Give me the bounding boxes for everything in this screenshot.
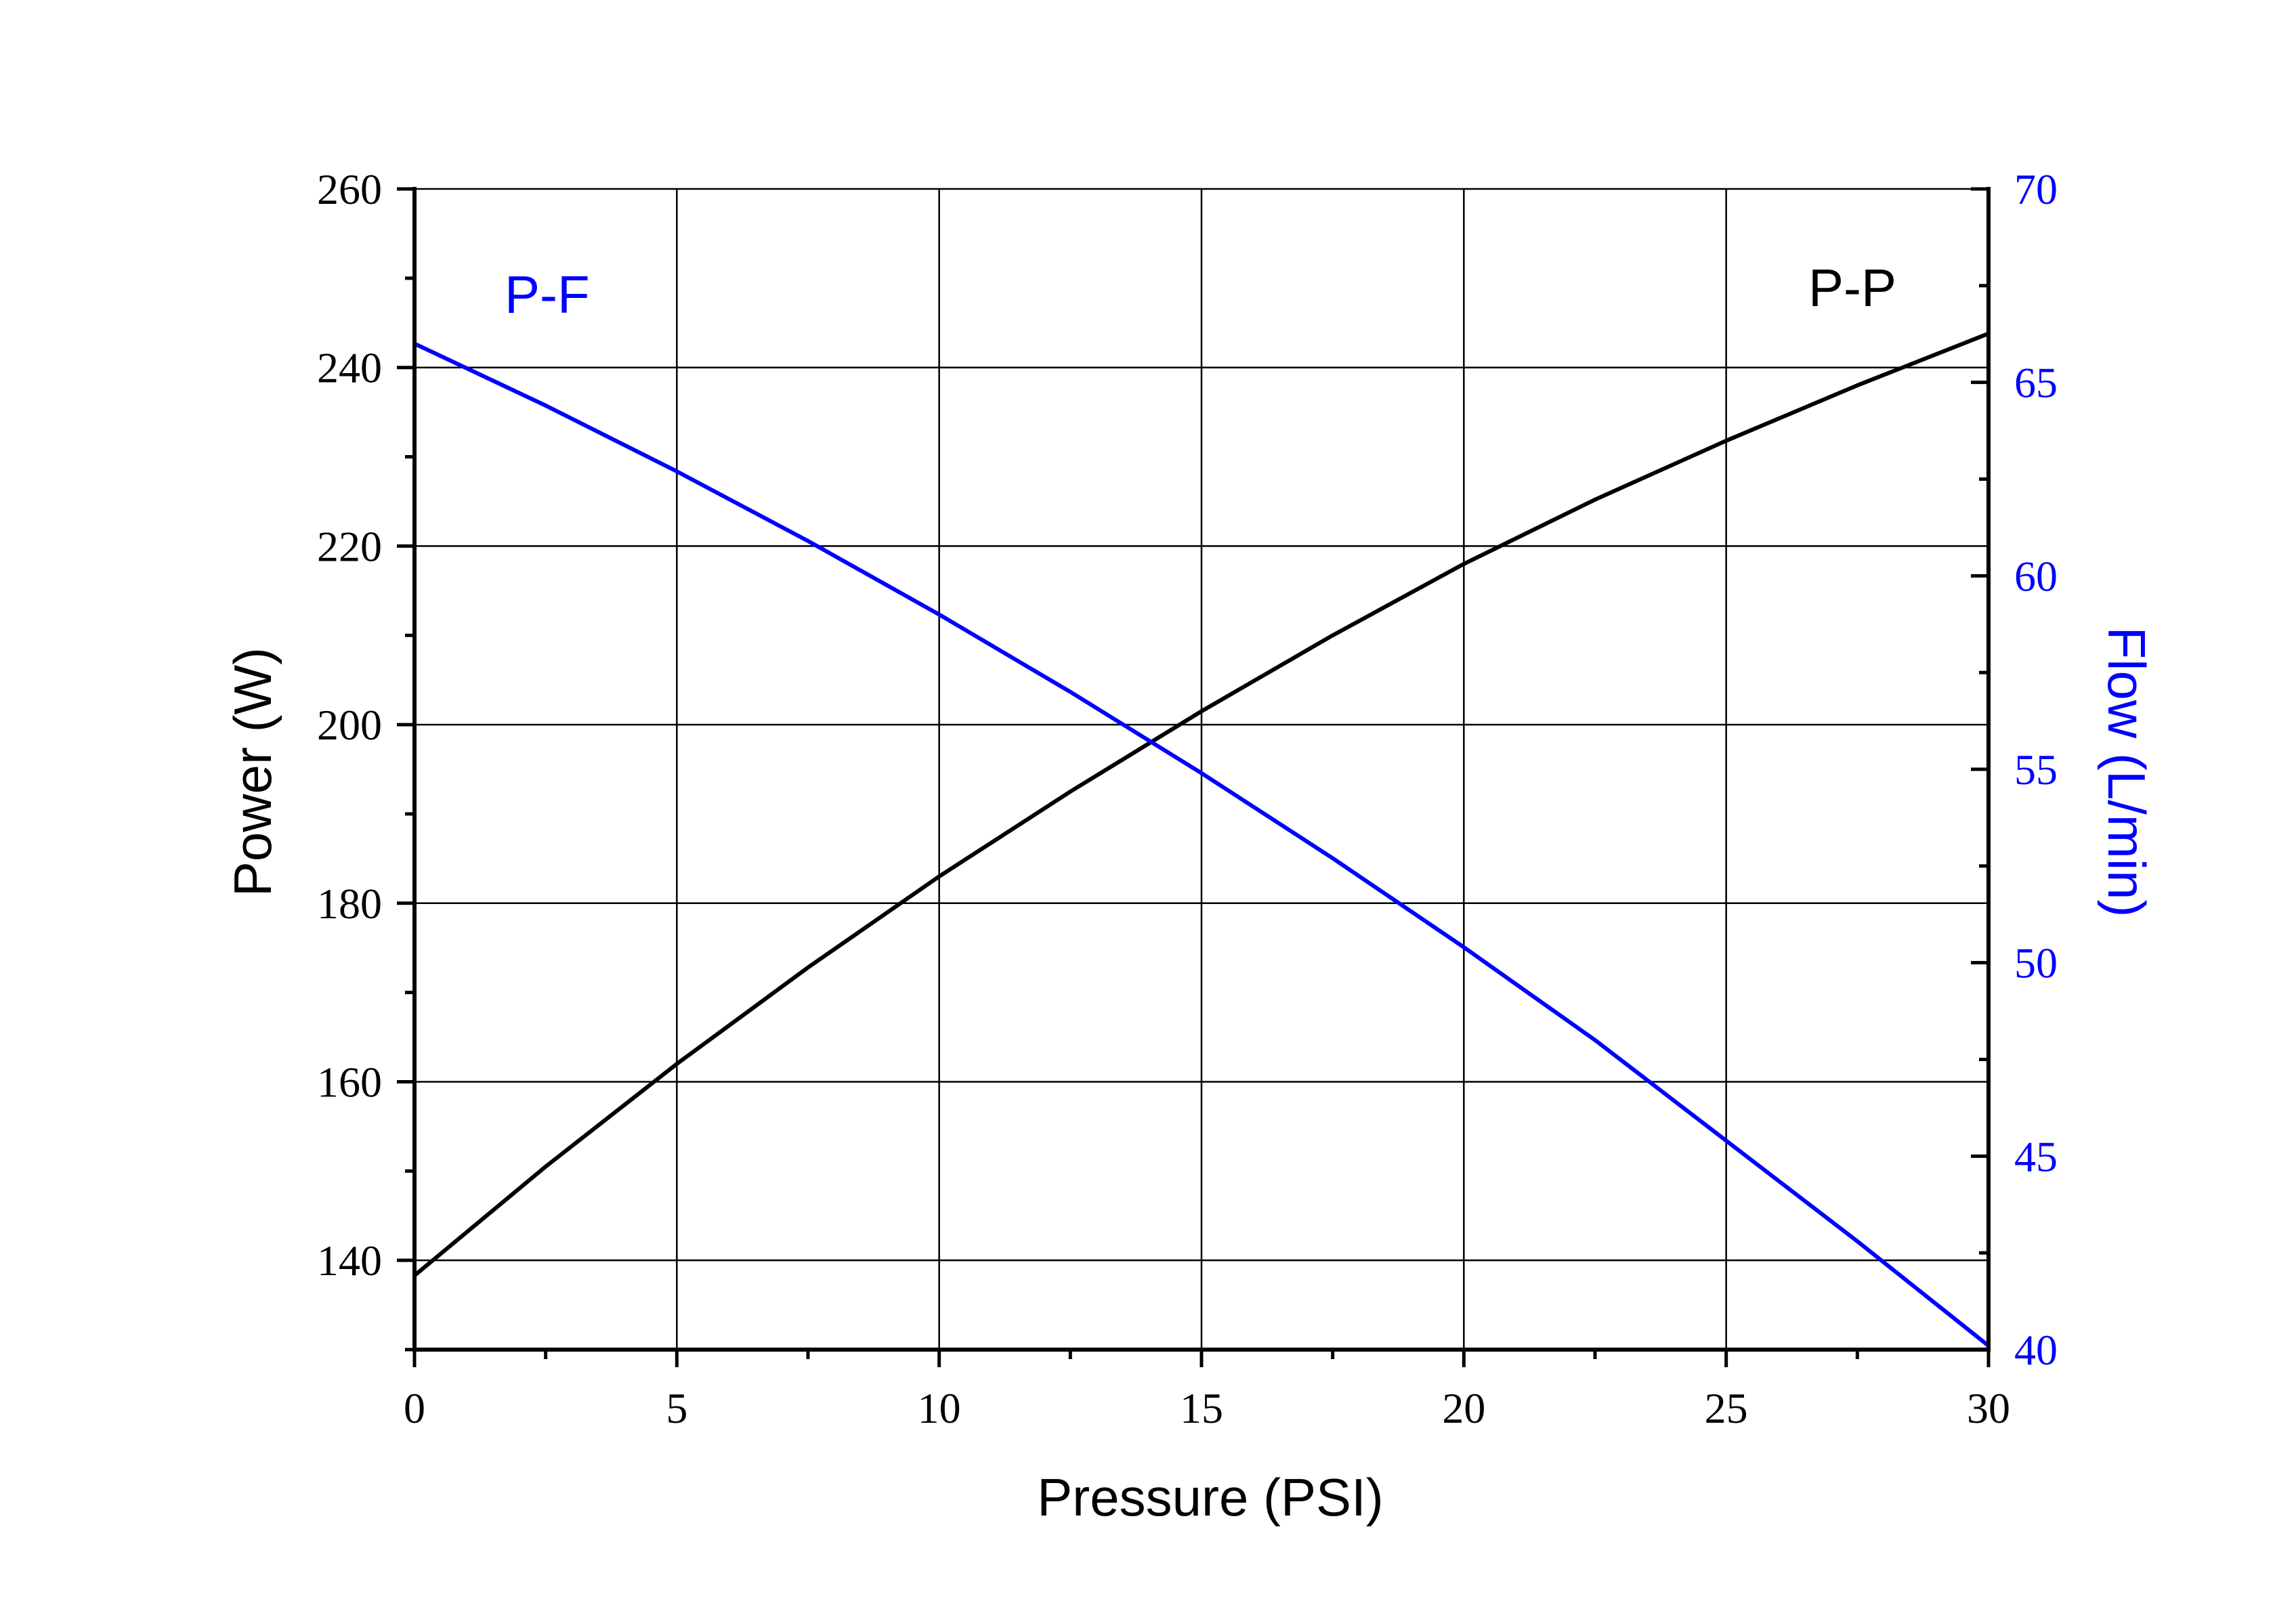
x-tick-label: 15 (1180, 1384, 1223, 1432)
x-tick-label: 25 (1705, 1384, 1748, 1432)
x-tick-label: 0 (404, 1384, 425, 1432)
x-tick-label: 10 (918, 1384, 961, 1432)
tick-marks (397, 187, 1991, 1367)
x-tick-label: 5 (666, 1384, 687, 1432)
y-left-tick-label: 240 (317, 344, 382, 392)
y-right-tick-label: 50 (2014, 939, 2058, 987)
y-right-tick-label: 45 (2014, 1132, 2058, 1180)
y-right-tick-label: 55 (2014, 746, 2058, 794)
x-tick-label: 20 (1442, 1384, 1485, 1432)
x-axis-label: Pressure (PSI) (1037, 1467, 1383, 1527)
series-line-p-f (412, 341, 1991, 1348)
y-left-tick-label: 200 (317, 701, 382, 749)
series-line-p-p (412, 331, 1991, 1278)
y-left-tick-label: 220 (317, 522, 382, 570)
annotation-p-f: P-F (505, 265, 590, 324)
series-lines (412, 331, 1991, 1348)
x-tick-label: 30 (1967, 1384, 2010, 1432)
grid-lines (413, 188, 1990, 1350)
y-right-tick-label: 60 (2014, 552, 2058, 600)
y-left-tick-label: 140 (317, 1237, 382, 1285)
annotation-p-p: P-P (1808, 258, 1896, 318)
y-axis-label-left: Power (W) (223, 647, 282, 897)
y-right-tick-label: 70 (2014, 165, 2058, 213)
y-left-tick-label: 260 (317, 165, 382, 213)
tick-labels: 0 5 10 15 20 25 30 140 160 180 200 220 240 260 40 45 50 5… (317, 165, 2058, 1432)
y-axis-label-right: Flow (L/min) (2097, 626, 2156, 917)
y-left-tick-label: 180 (317, 880, 382, 928)
y-left-tick-label: 160 (317, 1058, 382, 1106)
y-right-tick-label: 65 (2014, 359, 2058, 407)
y-right-tick-label: 40 (2014, 1326, 2058, 1374)
